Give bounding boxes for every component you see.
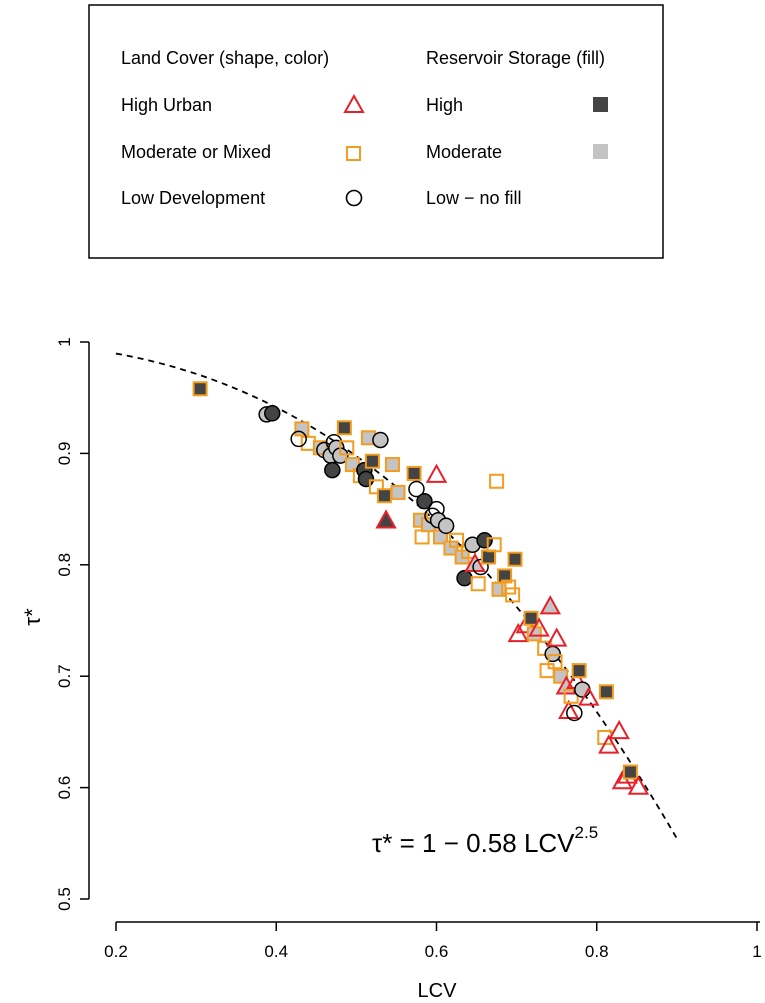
circle-icon	[345, 189, 363, 207]
data-point-urban-none	[528, 617, 550, 637]
data-point-mixed-none	[339, 440, 355, 456]
filled-square-high-icon	[593, 97, 608, 112]
equation-text: τ* = 1 − 0.58 LCV	[372, 828, 575, 858]
data-point-urban-none	[425, 463, 448, 483]
data-point-low-none	[472, 558, 489, 576]
y-tick-label: 0.7	[55, 664, 74, 688]
legend-land-cover-title: Land Cover (shape, color)	[121, 48, 329, 68]
data-point-mixed-none	[414, 529, 430, 545]
data-point-urban-none	[598, 734, 620, 754]
x-tick-label: 0.6	[425, 942, 449, 961]
data-point-urban-none	[608, 719, 630, 740]
data-point-low-moderate	[372, 431, 389, 449]
data-point-urban-none	[578, 686, 600, 706]
legend-label-storage-high: High	[426, 95, 463, 115]
y-tick-label: 0.5	[55, 887, 74, 911]
data-point-mixed-high	[507, 551, 523, 567]
filled-square-moderate-icon	[593, 144, 608, 159]
equation-label: τ* = 1 − 0.58 LCV2.5	[372, 823, 598, 858]
data-point-mixed-none	[501, 579, 517, 595]
data-point-mixed-none	[489, 473, 505, 489]
legend-label-storage-moderate: Moderate	[426, 142, 502, 162]
data-point-mixed-none	[505, 587, 521, 603]
x-tick-label: 0.4	[264, 942, 288, 961]
x-tick-label: 0.2	[104, 942, 128, 961]
axes: 0.5 0.6 0.7 0.8 0.9 1 0.2 0.4 0.6 0.8 1 LCV τ*	[20, 337, 762, 1002]
data-point-mixed-none	[449, 532, 465, 548]
data-point-mixed-high	[364, 453, 380, 469]
data-point-low-high	[456, 569, 473, 587]
legend-label-high-urban: High Urban	[121, 95, 212, 115]
data-point-mixed-high	[481, 549, 497, 565]
x-ticks: 0.2 0.4 0.6 0.8 1	[104, 922, 762, 961]
data-point-urban-none	[545, 627, 568, 647]
data-point-low-none	[290, 430, 307, 448]
data-point-urban-moderate	[539, 595, 561, 615]
y-tick-label: 0.8	[55, 553, 74, 577]
data-point-mixed-none	[486, 537, 502, 553]
x-tick-label: 1	[752, 942, 761, 961]
y-tick-label: 0.6	[55, 776, 74, 800]
legend-label-moderate-mixed: Moderate or Mixed	[121, 142, 271, 162]
data-point-mixed-high	[376, 488, 392, 504]
legend-label-low-development: Low Development	[121, 188, 265, 208]
fit-curve	[115, 352, 678, 839]
data-point-mixed-high	[192, 381, 208, 397]
data-point-low-moderate	[544, 645, 561, 663]
data-point-low-high	[416, 493, 433, 510]
y-axis-label: τ*	[20, 608, 45, 626]
data-point-low-high	[263, 405, 281, 422]
data-point-mixed-high	[571, 663, 587, 679]
legend-storage-title: Reservoir Storage (fill)	[426, 48, 605, 68]
data-point-low-none	[408, 480, 425, 498]
data-point-mixed-moderate	[390, 484, 406, 500]
x-axis-label: LCV	[418, 980, 458, 1002]
data-point-urban-none	[558, 699, 580, 720]
data-point-mixed-moderate	[294, 421, 310, 437]
data-point-mixed-moderate	[384, 457, 400, 473]
data-point-mixed-none	[470, 576, 486, 592]
data-point-mixed-moderate	[553, 668, 569, 684]
legend: Land Cover (shape, color) Reservoir Stor…	[88, 4, 664, 259]
data-point-low-high	[324, 461, 341, 479]
data-point-mixed-high	[523, 610, 539, 626]
data-point-mixed-high	[336, 420, 352, 436]
equation-exponent: 2.5	[575, 823, 599, 842]
x-tick-label: 0.8	[585, 942, 609, 961]
data-point-mixed-high	[497, 568, 513, 584]
data-point-low-moderate	[437, 517, 455, 535]
data-points	[192, 381, 650, 795]
square-icon	[346, 146, 361, 161]
data-point-urban-high	[375, 509, 397, 529]
data-point-mixed-none	[539, 663, 555, 679]
y-tick-label: 0.9	[55, 442, 74, 466]
data-point-low-none	[566, 704, 583, 722]
data-point-mixed-high	[598, 684, 614, 700]
data-point-mixed-none	[368, 479, 384, 495]
data-point-urban-none	[611, 769, 634, 790]
data-point-mixed-none	[547, 654, 563, 670]
data-point-mixed-high	[622, 764, 638, 780]
legend-label-storage-low: Low − no fill	[426, 188, 522, 208]
legend-box	[88, 4, 664, 259]
y-ticks: 0.5 0.6 0.7 0.8 0.9 1	[55, 337, 89, 911]
data-point-urban-none	[627, 775, 650, 795]
data-point-low-high	[357, 470, 375, 488]
triangle-icon	[343, 93, 365, 113]
data-point-mixed-high	[406, 465, 422, 481]
data-point-low-high	[476, 532, 493, 549]
y-tick-label: 1	[55, 337, 74, 346]
